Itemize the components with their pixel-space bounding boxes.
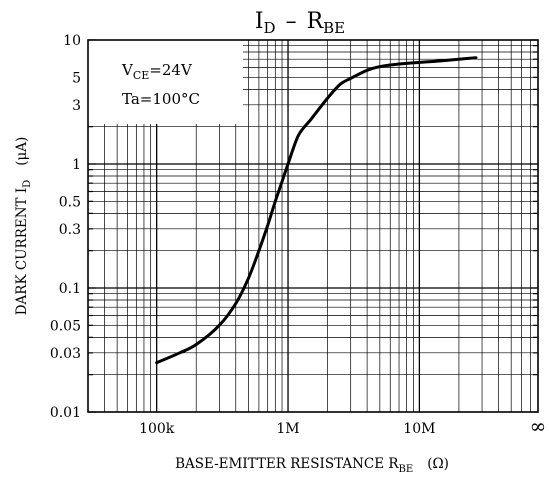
title-r: R [307,9,325,34]
x-tick-label: 1M [276,421,299,437]
y-tick-label: 10 [63,33,81,49]
title-i-sub: D [264,19,276,37]
x-tick-label: 100k [139,421,175,437]
y-tick-label: 3 [72,98,81,114]
y-axis-label-unit: (μA) [14,137,30,166]
condition-vce: VCE=24V [121,61,193,82]
condition-ta: Ta=100°C [122,90,200,108]
series-line [155,56,478,365]
legend-box [88,40,243,124]
y-tick-label: 0.3 [59,222,81,238]
y-tick-label: 0.05 [50,318,81,334]
x-axis-label-unit: (Ω) [427,456,449,472]
condition-vce-rest: =24V [149,61,193,79]
x-axis-end-label: ∞ [530,414,547,438]
y-axis-label-sub: D [22,180,33,188]
title-i: I [255,9,264,34]
y-axis-label-main: DARK CURRENT I [14,188,30,315]
x-axis-label-main: BASE-EMITTER RESISTANCE R [175,456,399,472]
y-tick-label: 0.03 [50,346,81,362]
plot-frame [87,39,539,413]
y-tick-labels: 10 5 3 1 0.5 0.3 0.1 0.05 0.03 0.01 [50,33,81,421]
condition-vce-sub: CE [133,69,149,82]
title-dash: – [286,9,297,34]
y-tick-label: 0.01 [50,405,81,421]
x-axis-label: BASE-EMITTER RESISTANCE RBE (Ω) [175,456,449,475]
y-axis-label: DARK CURRENT ID (μA) [14,137,33,316]
y-tick-label: 1 [72,157,81,173]
x-tick-label: 10M [403,421,435,437]
title-r-sub: BE [323,19,345,37]
y-tick-label: 0.5 [59,194,81,210]
chart-title: ID – RBE [255,9,345,37]
x-axis-label-sub: BE [399,464,414,475]
x-tick-labels: 100k 1M 10M [139,421,435,437]
y-tick-label: 5 [72,70,81,86]
condition-ta-rest: =100°C [140,90,200,108]
y-tick-label: 0.1 [59,281,81,297]
series-layer [155,56,478,365]
condition-ta-main: Ta [122,90,140,108]
condition-vce-main: V [121,61,134,79]
